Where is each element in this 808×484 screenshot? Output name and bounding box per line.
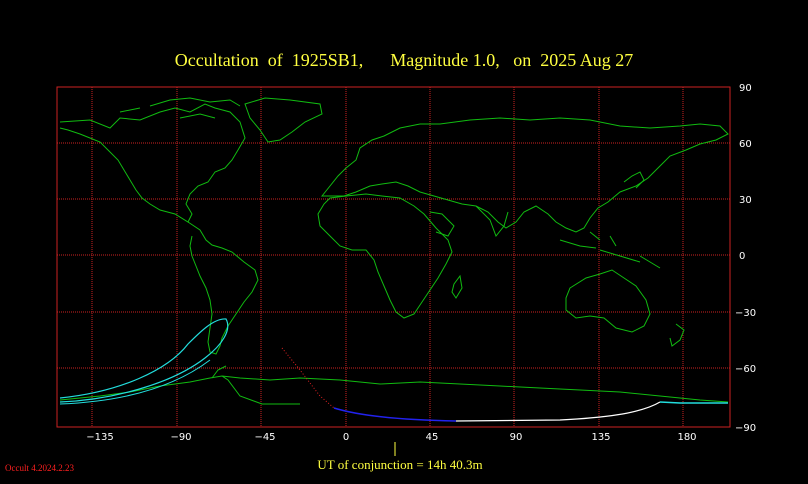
lon-label--135: −135 <box>86 432 113 443</box>
lat-label-90: 90 <box>739 83 752 94</box>
path-cyan-inner <box>59 359 211 405</box>
path-white <box>455 401 661 422</box>
map-title: Occultation of 1925SB1, Magnitude 1.0, o… <box>174 50 634 70</box>
lat-label--90: −90 <box>735 423 756 434</box>
lat-label-60: 60 <box>739 139 752 150</box>
latitude-grid <box>57 142 730 369</box>
coast-africa <box>317 193 453 319</box>
coast-south-america <box>187 221 259 355</box>
coast-arctic-islands <box>119 97 241 119</box>
coast-australia <box>565 269 651 333</box>
lon-label-90: 90 <box>510 432 523 443</box>
path-cyan-east <box>659 401 728 404</box>
longitude-labels: −135 −90 −45 0 45 90 135 180 <box>86 432 696 443</box>
latitude-labels: 90 60 30 0 −30 −60 −90 <box>735 83 756 434</box>
lat-label-30: 30 <box>739 195 752 206</box>
lon-label-45: 45 <box>426 432 439 443</box>
version-label: Occult 4.2024.2.23 <box>5 463 74 473</box>
occultation-paths <box>59 318 728 422</box>
lon-label-135: 135 <box>591 432 610 443</box>
coast-new-zealand <box>669 323 685 347</box>
coast-eurasia <box>320 117 729 233</box>
coast-antarctica <box>59 375 729 405</box>
map-frame <box>56 86 731 428</box>
coast-antarctic-peninsula <box>211 365 227 379</box>
lat-label-0: 0 <box>739 251 745 262</box>
coast-greenland <box>244 97 323 143</box>
path-cyan-outer <box>59 318 229 403</box>
lat-label--60: −60 <box>735 364 756 375</box>
coast-se-asia-islands <box>559 231 661 269</box>
coast-north-america <box>59 103 246 223</box>
coastlines <box>59 97 729 405</box>
lon-label-180: 180 <box>677 432 696 443</box>
lon-label-0: 0 <box>343 432 349 443</box>
path-blue <box>333 407 457 422</box>
lat-label--30: −30 <box>735 308 756 319</box>
coast-madagascar <box>451 274 463 299</box>
conjunction-time-label: UT of conjunction = 14h 40.3m <box>317 457 483 472</box>
longitude-grid <box>91 87 684 427</box>
coast-arabia-india <box>429 205 509 237</box>
lon-label--45: −45 <box>254 432 275 443</box>
coast-japan <box>623 171 645 189</box>
lon-label--90: −90 <box>170 432 191 443</box>
